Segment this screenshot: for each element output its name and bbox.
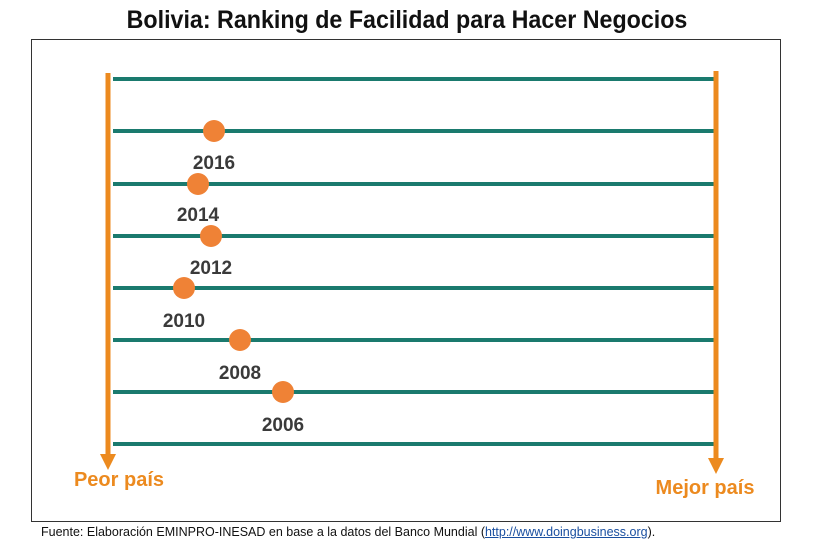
source-prefix: Fuente: Elaboración EMINPRO-INESAD en ba…: [41, 525, 485, 539]
year-label-2008: 2008: [219, 363, 261, 384]
year-points: 2016 2014 2012 2010 2008 2006: [163, 120, 304, 436]
source-link[interactable]: http://www.doingbusiness.org: [484, 525, 648, 539]
left-arrow-head: [100, 454, 116, 470]
year-dot-2012: [200, 225, 222, 247]
year-label-2006: 2006: [262, 415, 304, 436]
year-dot-2006: [272, 381, 294, 403]
year-label-2014: 2014: [177, 205, 220, 226]
axis-arrows: [100, 71, 724, 474]
year-dot-2010: [173, 277, 195, 299]
year-dot-2014: [187, 173, 209, 195]
source-note: Fuente: Elaboración EMINPRO-INESAD en ba…: [41, 525, 655, 539]
year-label-2012: 2012: [190, 258, 232, 279]
right-arrow-head: [708, 458, 724, 474]
year-label-2010: 2010: [163, 311, 205, 332]
year-label-2016: 2016: [193, 153, 235, 174]
mejor-pais-label: Mejor país: [656, 477, 755, 499]
peor-pais-label: Peor país: [74, 469, 164, 491]
page-title: Bolivia: Ranking de Facilidad para Hacer…: [126, 6, 688, 34]
source-suffix: ).: [647, 525, 656, 539]
year-dot-2016: [203, 120, 225, 142]
diagram-frame: [31, 39, 781, 522]
year-dot-2008: [229, 329, 251, 351]
